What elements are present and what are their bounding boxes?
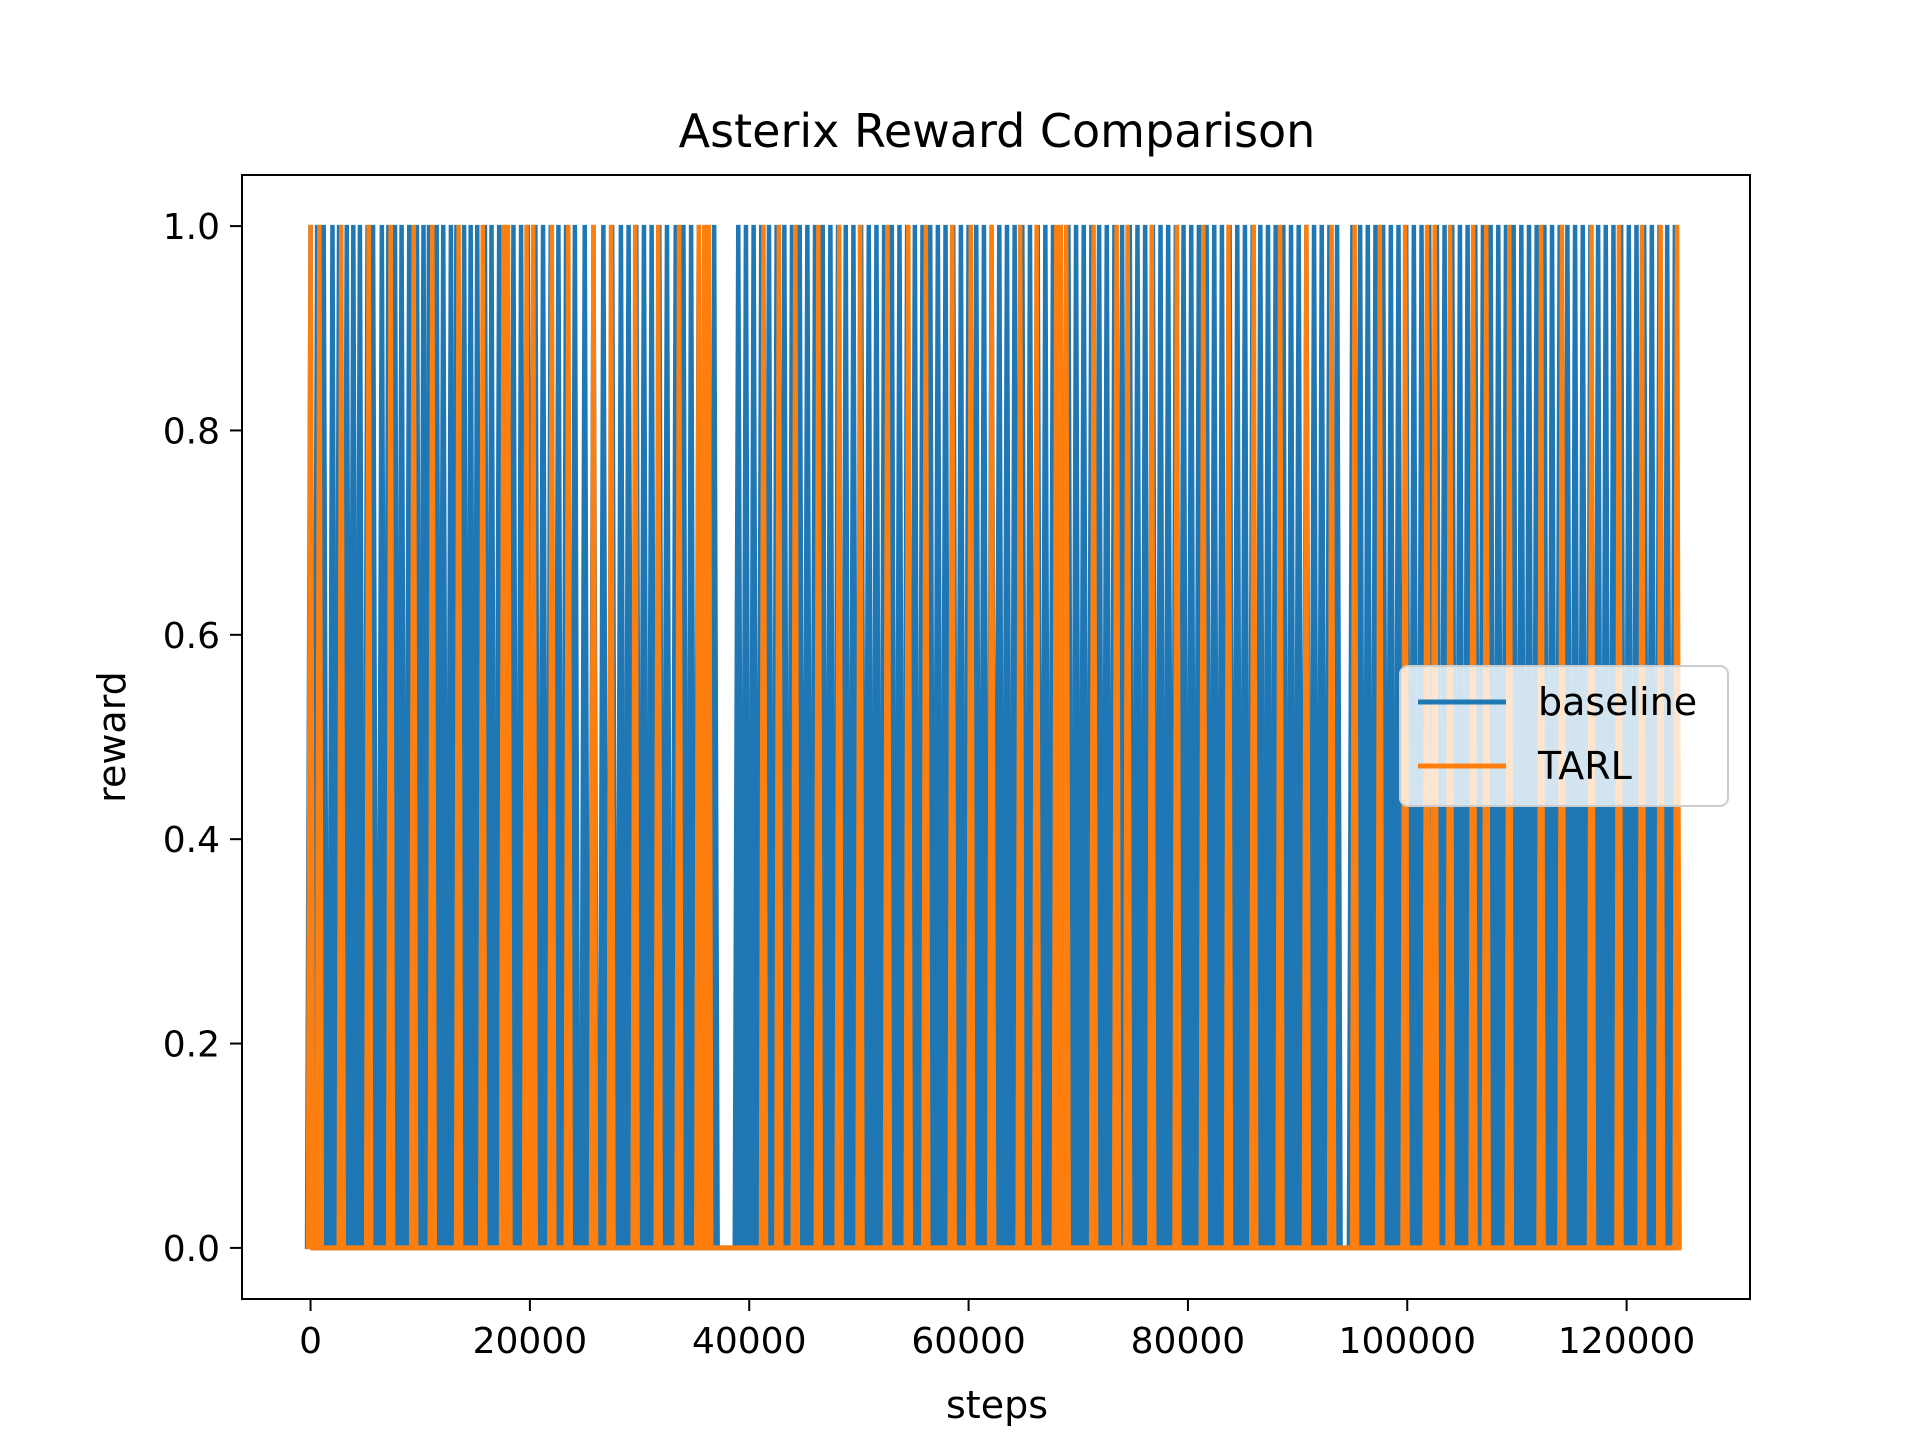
series-point [947, 224, 957, 1250]
series-point [813, 224, 824, 1250]
series-point [588, 224, 599, 1250]
x-tick-label: 20000 [473, 1321, 588, 1362]
series-point [363, 224, 374, 1250]
y-axis: 0.0 0.2 0.4 0.6 0.8 1.0 [163, 207, 242, 1270]
x-tick-label: 0 [299, 1321, 322, 1362]
legend: baseline TARL [1399, 665, 1729, 807]
x-tick-label: 120000 [1558, 1321, 1695, 1362]
series-point [903, 224, 914, 1250]
series-point [1223, 224, 1234, 1250]
series-point [453, 224, 464, 1250]
y-tick-label: 1.0 [163, 207, 220, 248]
series-point [774, 224, 784, 1250]
series-point [563, 224, 574, 1250]
series-point [1349, 224, 1360, 1250]
series-point [1248, 224, 1259, 1250]
chart-title: Asterix Reward Comparison [679, 104, 1316, 158]
series-point [1031, 224, 1042, 1250]
y-tick-label: 0.0 [163, 1229, 220, 1270]
x-tick-label: 100000 [1339, 1321, 1476, 1362]
series-point [758, 224, 769, 1250]
legend-item-baseline: baseline [1418, 680, 1697, 724]
series-point [528, 224, 538, 1250]
series-point [986, 224, 997, 1250]
series-point [1015, 224, 1025, 1250]
series-point [882, 224, 893, 1250]
series-point [1061, 224, 1071, 1250]
series-point [1122, 224, 1133, 1250]
series-point [477, 224, 488, 1250]
y-tick-label: 0.6 [163, 616, 220, 657]
x-axis-label: steps [946, 1383, 1048, 1427]
y-axis-label: reward [90, 671, 134, 803]
y-tick-label: 0.2 [163, 1025, 220, 1066]
series-point [1172, 224, 1182, 1250]
series-point [966, 224, 976, 1250]
series-layer [304, 224, 1682, 1251]
series-point [1088, 224, 1099, 1250]
series-point [1275, 224, 1285, 1250]
series-point [834, 224, 844, 1250]
series-point [503, 224, 513, 1250]
series-point [1326, 224, 1337, 1250]
series-point [305, 224, 316, 1250]
series-point [547, 224, 557, 1250]
series-point [855, 224, 865, 1250]
series-point [385, 224, 396, 1250]
series-point [1198, 224, 1209, 1250]
series-point [1111, 224, 1122, 1250]
series-point [427, 224, 438, 1250]
legend-label: baseline [1538, 680, 1697, 724]
x-tick-label: 80000 [1131, 1321, 1246, 1362]
series-point [314, 224, 325, 1250]
plot-frame [241, 174, 1751, 1300]
series-point [1375, 224, 1385, 1250]
series-point [336, 224, 347, 1250]
series-point [606, 224, 616, 1250]
series-point [408, 224, 419, 1250]
series-point [1301, 224, 1312, 1250]
x-axis: 0 20000 40000 60000 80000 100000 120000 [299, 1299, 1695, 1362]
series-point [653, 224, 663, 1250]
series-point [790, 224, 801, 1250]
series-point [921, 224, 931, 1250]
x-tick-label: 40000 [692, 1321, 807, 1362]
series-point [1146, 224, 1157, 1250]
series-point [703, 224, 714, 1250]
series-point [630, 224, 640, 1250]
y-tick-label: 0.8 [163, 411, 220, 452]
series-point [521, 224, 532, 1250]
x-tick-label: 60000 [911, 1321, 1026, 1362]
y-tick-label: 0.4 [163, 820, 220, 861]
series-tarl [305, 224, 1682, 1251]
legend-item-tarl: TARL [1418, 744, 1632, 788]
legend-label: TARL [1537, 744, 1632, 788]
series-point [674, 224, 684, 1250]
